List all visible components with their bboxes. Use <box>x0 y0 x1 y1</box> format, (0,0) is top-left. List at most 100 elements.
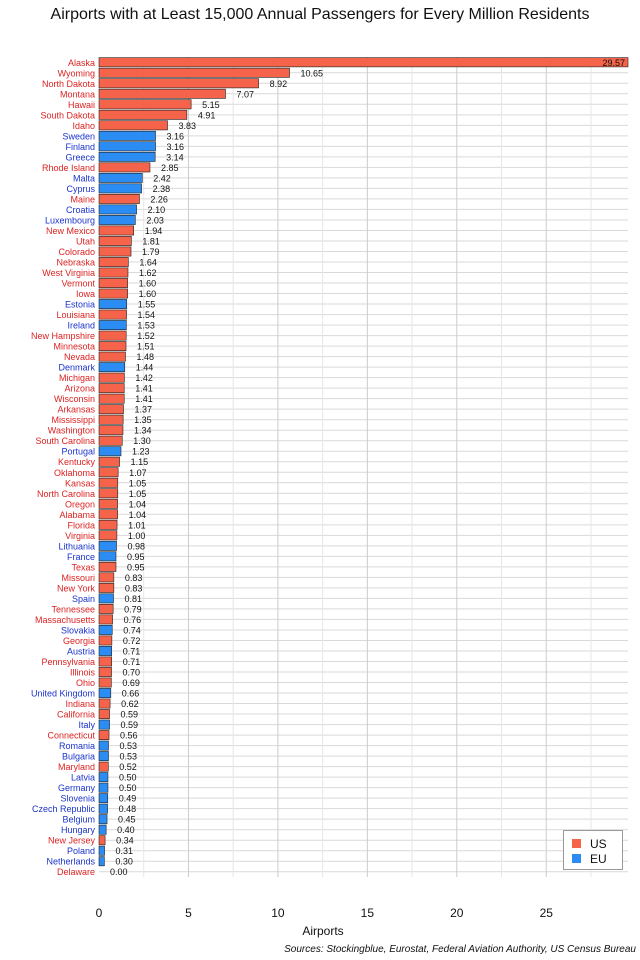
category-label: Ohio <box>76 678 95 688</box>
value-label: 0.59 <box>121 710 139 720</box>
value-label: 0.62 <box>121 699 139 709</box>
value-label: 0.70 <box>123 668 141 678</box>
category-label: Maine <box>70 194 95 204</box>
category-label: Delaware <box>57 867 95 877</box>
value-label: 1.41 <box>135 384 153 394</box>
value-label: 0.71 <box>123 657 141 667</box>
value-label: 1.34 <box>134 426 152 436</box>
category-label: New Jersey <box>48 836 96 846</box>
category-label: Spain <box>72 594 95 604</box>
bar <box>98 782 109 793</box>
value-label: 0.45 <box>118 815 136 825</box>
bar <box>98 709 110 719</box>
legend-swatch-eu <box>572 854 581 864</box>
value-label: 1.05 <box>129 478 147 488</box>
category-label: United Kingdom <box>31 689 95 699</box>
value-label: 1.37 <box>135 405 153 415</box>
value-label: 0.34 <box>116 836 134 846</box>
value-label: 0.59 <box>121 720 139 730</box>
category-label: Tennessee <box>51 604 95 614</box>
value-label: 1.15 <box>131 457 149 467</box>
category-label: Arizona <box>64 384 95 394</box>
x-tick-label: 0 <box>96 906 103 920</box>
value-label: 1.55 <box>138 300 156 310</box>
value-label: 2.38 <box>153 184 171 194</box>
bar <box>98 215 136 225</box>
value-label: 1.35 <box>134 415 152 425</box>
category-label: Mississippi <box>51 415 95 425</box>
category-label: Italy <box>78 720 95 730</box>
value-label: 1.04 <box>129 510 147 520</box>
category-label: Belgium <box>62 815 95 825</box>
bar <box>98 856 105 867</box>
x-tick-label: 25 <box>540 906 554 920</box>
bar <box>98 383 125 394</box>
value-label: 0.31 <box>116 846 134 856</box>
bar <box>98 582 115 593</box>
category-label: Netherlands <box>46 857 95 867</box>
category-label: Florida <box>67 520 95 530</box>
bar <box>98 635 113 646</box>
category-label: Louisiana <box>56 310 95 320</box>
bar <box>98 540 117 551</box>
category-label: Missouri <box>61 573 95 583</box>
value-label: 1.30 <box>133 436 151 446</box>
bar <box>98 278 128 288</box>
category-label: Oklahoma <box>54 468 95 478</box>
value-label: 1.52 <box>137 331 155 341</box>
category-label: Washington <box>48 426 95 436</box>
bar <box>98 193 140 204</box>
value-label: 1.62 <box>139 268 157 278</box>
bar <box>98 519 118 530</box>
category-label: Massachusetts <box>35 615 96 625</box>
value-label: 1.60 <box>139 289 157 299</box>
plot-background <box>99 57 628 877</box>
bar <box>98 172 143 183</box>
value-label: 0.83 <box>125 573 143 583</box>
bar <box>98 130 156 141</box>
x-tick-label: 20 <box>450 906 464 920</box>
category-label: Nevada <box>64 352 95 362</box>
value-label: 0.83 <box>125 583 143 593</box>
category-label: Nebraska <box>56 258 95 268</box>
value-label: 8.92 <box>270 79 288 89</box>
category-label: Hungary <box>61 825 96 835</box>
value-label: 29.57 <box>602 58 625 68</box>
bar <box>98 393 125 404</box>
bar <box>98 835 106 846</box>
category-label: Kentucky <box>58 457 96 467</box>
value-label: 1.04 <box>129 499 147 509</box>
bar <box>98 225 135 236</box>
category-label: Greece <box>65 152 95 162</box>
category-label: Wyoming <box>58 68 95 78</box>
value-labels: 29.5710.658.927.075.154.913.833.163.163.… <box>110 58 625 877</box>
category-label: Slovenia <box>60 794 95 804</box>
category-label: Colorado <box>58 247 95 257</box>
legend: US EU <box>563 830 623 870</box>
value-label: 3.16 <box>167 131 185 141</box>
category-label: Ireland <box>67 321 95 331</box>
value-label: 0.98 <box>128 541 146 551</box>
bar <box>98 572 115 583</box>
category-label: Idaho <box>72 121 95 131</box>
category-label: Utah <box>76 236 95 246</box>
category-label: Portugal <box>61 447 95 457</box>
value-label: 0.53 <box>119 752 137 762</box>
bar <box>98 151 156 162</box>
bar <box>98 109 188 120</box>
category-label: Lithuania <box>58 541 95 551</box>
bar <box>98 257 129 267</box>
category-label: South Dakota <box>40 110 95 120</box>
gridlines <box>99 57 628 877</box>
category-label: Georgia <box>63 636 95 646</box>
bar <box>98 730 110 741</box>
category-label: Germany <box>58 783 96 793</box>
value-label: 1.60 <box>139 279 157 289</box>
bar <box>98 740 109 751</box>
category-label: Estonia <box>65 300 95 310</box>
category-label: Bulgaria <box>62 752 95 762</box>
category-label: California <box>57 710 95 720</box>
value-label: 0.30 <box>115 857 133 867</box>
value-label: 0.50 <box>119 773 137 783</box>
